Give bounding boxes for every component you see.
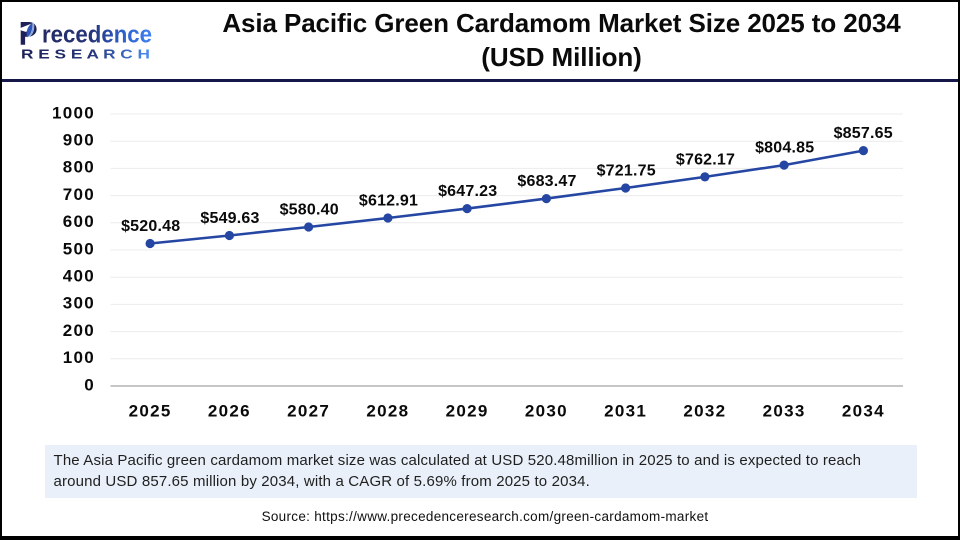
svg-text:2030: 2030 bbox=[525, 402, 568, 421]
svg-text:400: 400 bbox=[63, 267, 95, 286]
svg-text:0: 0 bbox=[84, 375, 95, 394]
svg-text:$612.91: $612.91 bbox=[359, 193, 418, 210]
svg-text:100: 100 bbox=[63, 348, 95, 367]
svg-text:$762.17: $762.17 bbox=[676, 152, 735, 169]
svg-text:2028: 2028 bbox=[366, 402, 409, 421]
svg-text:2033: 2033 bbox=[763, 402, 806, 421]
svg-text:$549.63: $549.63 bbox=[200, 210, 259, 227]
svg-text:$520.48: $520.48 bbox=[121, 218, 180, 235]
svg-text:2031: 2031 bbox=[604, 402, 647, 421]
svg-text:800: 800 bbox=[63, 158, 95, 177]
svg-text:$804.85: $804.85 bbox=[755, 140, 814, 157]
svg-text:$647.23: $647.23 bbox=[438, 183, 497, 200]
svg-text:2027: 2027 bbox=[287, 402, 330, 421]
svg-text:2025: 2025 bbox=[129, 402, 172, 421]
svg-text:300: 300 bbox=[63, 294, 95, 313]
svg-text:900: 900 bbox=[63, 131, 95, 150]
svg-text:200: 200 bbox=[63, 321, 95, 340]
svg-text:$857.65: $857.65 bbox=[834, 125, 893, 142]
svg-text:2026: 2026 bbox=[208, 402, 251, 421]
svg-text:600: 600 bbox=[63, 212, 95, 231]
svg-text:$580.40: $580.40 bbox=[280, 202, 339, 219]
svg-text:recedence: recedence bbox=[42, 22, 152, 49]
svg-text:$683.47: $683.47 bbox=[517, 173, 576, 190]
svg-text:2034: 2034 bbox=[842, 402, 885, 421]
svg-text:500: 500 bbox=[63, 239, 95, 258]
svg-text:R E S E A R C H: R E S E A R C H bbox=[21, 48, 150, 62]
svg-text:1000: 1000 bbox=[52, 103, 95, 122]
svg-text:$721.75: $721.75 bbox=[597, 163, 656, 180]
svg-text:2032: 2032 bbox=[683, 402, 726, 421]
svg-text:2029: 2029 bbox=[446, 402, 489, 421]
svg-text:700: 700 bbox=[63, 185, 95, 204]
